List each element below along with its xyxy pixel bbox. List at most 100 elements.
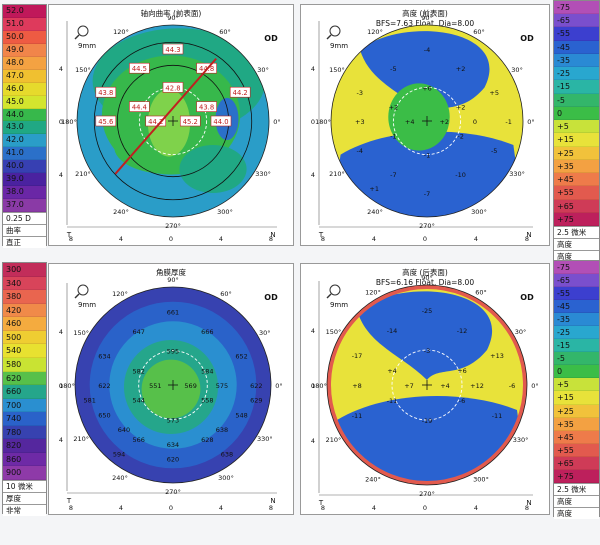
map-value: 44.0: [213, 118, 228, 126]
map-value: +4: [405, 118, 415, 126]
scale-value: 48.0: [3, 56, 46, 70]
y-tick-label: 4: [59, 171, 63, 179]
value-box: [145, 115, 167, 127]
zoom-icon[interactable]: [326, 284, 341, 299]
scale-value: 41.0: [3, 147, 46, 161]
degree-label: 150°: [73, 329, 89, 337]
degree-label: 120°: [113, 28, 129, 36]
y-tick-label: 4: [311, 65, 315, 73]
nasal-label: N: [270, 497, 275, 505]
scale-value: -15: [554, 339, 599, 353]
scale-value: +35: [554, 417, 599, 431]
scale-value: 340: [3, 276, 46, 291]
map-value: -5: [390, 65, 396, 73]
value-box: [162, 82, 184, 93]
scale-value: -45: [554, 300, 599, 314]
map-value: +3: [355, 118, 365, 126]
scale-value: 820: [3, 439, 46, 453]
map-subtitle: BFS=7.63 Float, Dia=8.00: [376, 19, 474, 28]
x-tick-label: 4: [219, 235, 223, 243]
degree-label: 30°: [515, 328, 527, 336]
map-value: 620: [167, 456, 179, 464]
map-svg: 轴向曲率 (前表面) 9mm OD 90° 60° 30° 0° 330° 300° 270° 24…: [59, 8, 281, 243]
scale-value: 380: [3, 290, 46, 304]
map-value: 45.6: [98, 118, 113, 126]
map-value: 650: [98, 411, 110, 419]
scale-value: 740: [3, 412, 46, 426]
scale-value: 860: [3, 452, 46, 467]
ring-overlay: [330, 24, 524, 218]
map-value: 42.8: [165, 84, 180, 92]
degree-label: 60°: [475, 288, 487, 296]
map-value: -12: [457, 327, 468, 335]
scale-value: 39.0: [3, 173, 46, 187]
scale-step: 10 微米: [3, 480, 46, 492]
scale-value: 660: [3, 385, 46, 399]
scale-value: 620: [3, 371, 46, 386]
map-value: 44.5: [132, 65, 147, 73]
degree-label: 150°: [75, 66, 91, 74]
map-value: 44.4: [132, 104, 147, 112]
map-value: 43.8: [199, 104, 214, 112]
scale-value: +35: [554, 159, 599, 174]
scale-value: 580: [3, 357, 46, 372]
scale-value: +25: [554, 404, 599, 418]
axis-frame: [318, 281, 533, 496]
scale-value: 51.0: [3, 17, 46, 31]
value-box: [129, 101, 150, 112]
map-title: 高度 (前表面): [402, 8, 448, 18]
degree-label: 30°: [257, 66, 269, 74]
degree-label: 270°: [419, 490, 435, 498]
zoom-icon[interactable]: [326, 25, 341, 40]
axis-frame: [66, 283, 277, 494]
x-tick-label: 8: [269, 504, 273, 512]
x-tick-label: 0: [423, 235, 427, 243]
map-value: -7: [390, 171, 396, 179]
scale-value: -55: [554, 27, 599, 41]
y-tick-label: 4: [311, 327, 315, 335]
ring-overlay: [326, 284, 528, 486]
scale-value: 780: [3, 425, 46, 440]
map-value: -1: [424, 152, 430, 160]
map-svg: 高度 (后表面)BFS=6.16 Float, Dia=8.00 9mm OD 90°…: [311, 267, 539, 512]
map-value: +12: [470, 382, 484, 390]
x-tick-label: 8: [321, 504, 325, 512]
map-value: 551: [149, 382, 161, 390]
map-value: -6: [459, 397, 465, 405]
scale-mode: 高度: [554, 506, 599, 519]
scale-name: 高度: [554, 494, 599, 507]
degree-label: 240°: [113, 208, 129, 216]
map-value: -1: [390, 132, 396, 140]
scale-value: 0: [554, 365, 599, 379]
map-value: -14: [387, 327, 398, 335]
color-map: [77, 25, 269, 217]
axis-frame: [318, 21, 533, 228]
map-value: 594: [113, 451, 125, 459]
scale-value: 0: [554, 106, 599, 121]
scale-value: +55: [554, 186, 599, 200]
map-value: -5: [491, 147, 497, 155]
map-value: -2: [457, 132, 463, 140]
map-value: 566: [132, 436, 144, 444]
degree-label: 90°: [421, 14, 433, 22]
scale-value: +15: [554, 391, 599, 405]
zoom-icon[interactable]: [74, 284, 89, 299]
map-value: 548: [235, 411, 247, 419]
zoom-label: 9mm: [330, 42, 348, 50]
map-value: +2: [389, 104, 399, 112]
degree-label: 300°: [473, 476, 489, 484]
eye-label: OD: [264, 293, 278, 302]
zoom-icon[interactable]: [74, 25, 89, 40]
zoom-label: 9mm: [78, 42, 96, 50]
y-tick-label: 4: [311, 171, 315, 179]
map-value: 622: [98, 382, 110, 390]
thickness-scale: 300 340 380 420 460 500 540 580 620 660 700 740 780 8…: [2, 262, 47, 516]
map-title: 轴向曲率 (前表面): [141, 8, 202, 18]
front-elevation-scale: -75 -65 -55 -45 -35 -25 -15 -5 0 +5 +15 +25 +35 +45 +5…: [553, 0, 600, 262]
degree-label: 330°: [257, 435, 273, 443]
degree-label: 120°: [367, 28, 383, 36]
value-box: [162, 43, 184, 55]
degree-label: 330°: [255, 170, 271, 178]
map-value: -11: [387, 397, 398, 405]
